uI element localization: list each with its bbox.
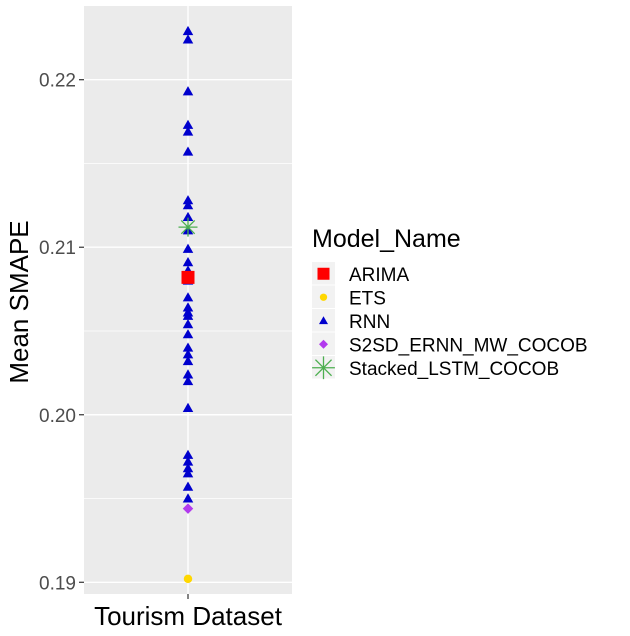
point-rnn — [182, 349, 194, 359]
legend-label: ARIMA — [349, 265, 410, 286]
point-rnn — [182, 463, 194, 473]
asterisk-stroke — [314, 359, 333, 377]
point-rnn — [182, 342, 194, 352]
x-tick-label: Tourism Dataset — [94, 601, 283, 631]
point-rnn — [182, 319, 194, 329]
point-rnn — [182, 243, 194, 253]
point-rnn — [182, 34, 194, 44]
point-rnn — [182, 468, 194, 478]
point-rnn — [182, 25, 194, 36]
point-rnn — [182, 195, 194, 205]
point-rnn — [182, 126, 194, 136]
legend-label: Stacked_LSTM_COCOB — [349, 359, 559, 380]
point-rnn — [182, 200, 194, 210]
y-tick-label: 0.20 — [39, 406, 76, 427]
point-rnn — [182, 302, 194, 312]
point-rnn — [182, 211, 194, 222]
point-rnn — [182, 493, 194, 503]
y-axis: 0.19 0.20 0.21 0.22 — [39, 71, 84, 594]
legend-key-arima — [317, 267, 330, 280]
point-rnn — [182, 292, 194, 302]
y-tick-label: 0.22 — [39, 71, 76, 92]
asterisk-stroke — [180, 219, 196, 235]
point-rnn — [182, 119, 194, 129]
point-ets — [183, 574, 193, 584]
y-axis-title: Mean SMAPE — [4, 220, 34, 383]
legend-key-stacked-lstm-cocob — [312, 356, 335, 380]
point-arima — [181, 270, 195, 284]
point-rnn — [182, 456, 194, 466]
x-axis: Tourism Dataset — [94, 594, 283, 631]
point-s2sd-ernn-mw-cocob — [182, 503, 194, 514]
point-rnn — [182, 146, 194, 156]
point-stacked-lstm-cocob — [178, 217, 198, 237]
data-points — [178, 25, 198, 584]
point-rnn — [182, 257, 194, 267]
legend-key-s2sd-ernn-mw-cocob — [318, 339, 329, 349]
point-rnn — [182, 481, 194, 491]
point-rnn — [182, 355, 194, 366]
y-tick-label: 0.21 — [39, 238, 76, 259]
point-rnn — [182, 310, 194, 320]
point-rnn — [182, 329, 194, 339]
point-rnn — [182, 449, 194, 459]
point-rnn — [182, 369, 194, 379]
point-rnn — [182, 402, 194, 412]
legend-label: RNN — [349, 312, 390, 333]
legend-label: S2SD_ERNN_MW_COCOB — [349, 335, 588, 356]
point-rnn — [182, 86, 194, 96]
point-rnn — [182, 375, 194, 386]
y-tick-label: 0.19 — [39, 573, 76, 594]
legend-key-ets — [319, 293, 328, 301]
legend-label: ETS — [349, 288, 386, 309]
legend-key-rnn — [318, 316, 329, 325]
legend-title: Model_Name — [312, 225, 461, 253]
